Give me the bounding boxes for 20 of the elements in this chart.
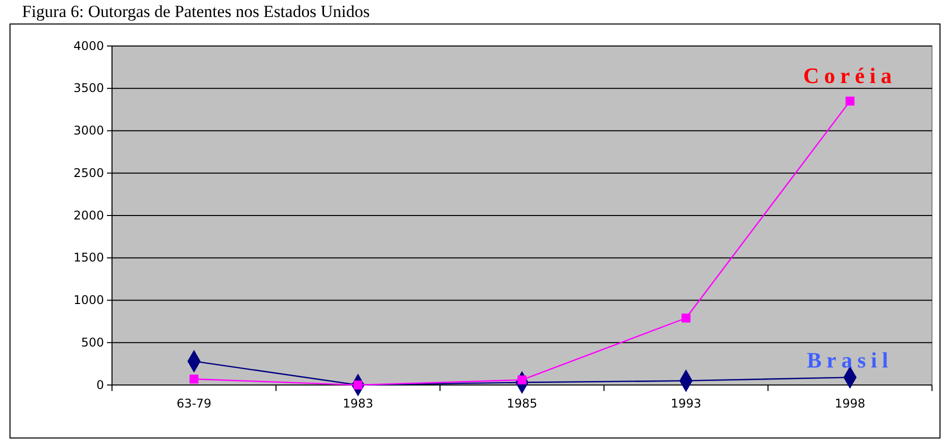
y-tick-label: 1000: [73, 293, 104, 308]
point: [682, 314, 690, 323]
y-tick-label: 4000: [73, 38, 104, 53]
x-tick-label: 1985: [506, 396, 538, 411]
point: [846, 96, 854, 106]
x-tick-label: 63-79: [176, 396, 212, 411]
y-tick-label: 2000: [73, 208, 104, 222]
y-tick-label: 500: [81, 335, 104, 350]
y-tick-label: 3500: [73, 81, 104, 96]
x-tick-label: 1993: [670, 396, 702, 411]
y-tick-label: 1500: [73, 250, 104, 265]
y-tick-label: 0: [96, 378, 104, 392]
chart-title: Figura 6: Outorgas de Patentes nos Estados Unidos: [22, 2, 370, 21]
series-label: Coréia: [803, 63, 897, 88]
y-tick-label: 3000: [73, 124, 104, 138]
y-tick-label: 2500: [73, 166, 104, 180]
series-label: Brasil: [806, 347, 894, 372]
point: [190, 374, 198, 384]
x-tick-label: 1998: [834, 396, 866, 411]
x-tick-label: 1983: [342, 396, 374, 411]
